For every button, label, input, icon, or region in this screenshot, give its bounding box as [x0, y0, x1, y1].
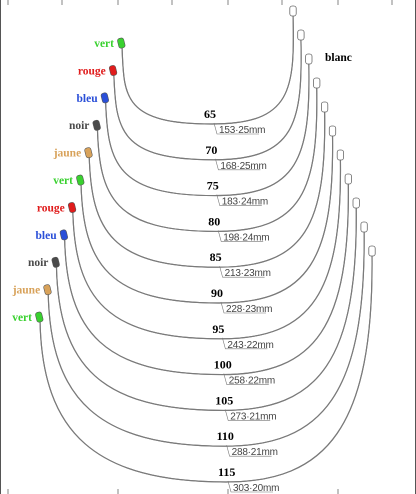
color-tip-cap	[84, 147, 93, 159]
underwire-105: noir 105 273·21mm	[28, 197, 360, 422]
color-label: vert	[94, 38, 114, 50]
length-leader	[216, 194, 262, 206]
wire-inner	[96, 85, 318, 232]
length-leader	[224, 409, 271, 421]
length-leader	[215, 158, 261, 171]
open-end-cap	[336, 149, 345, 161]
length-label: 213·23mm	[225, 268, 271, 279]
color-label: rouge	[78, 65, 106, 77]
color-label: vert	[53, 175, 73, 187]
length-leader	[226, 445, 272, 457]
length-leader	[217, 230, 264, 242]
length-label: 183·24mm	[222, 197, 268, 208]
color-tip-cap	[117, 37, 126, 49]
wire-inner	[105, 61, 310, 197]
length-label: 228·23mm	[226, 304, 272, 315]
size-label: 105	[215, 393, 233, 407]
underwire-115: vert 115 303·20mm	[12, 245, 376, 494]
length-label: 303·20mm	[233, 483, 279, 494]
length-label: 198·24mm	[223, 232, 269, 243]
wire-inner	[39, 253, 373, 483]
wire-inner	[64, 181, 349, 376]
length-label: 168·25mm	[220, 161, 266, 172]
size-label: 80	[208, 214, 220, 228]
top-edge-ticks	[7, 0, 393, 5]
color-label: rouge	[37, 202, 65, 214]
size-label: 75	[207, 179, 219, 193]
wire-inner	[88, 109, 326, 268]
size-label: 100	[214, 358, 232, 372]
size-label: 65	[204, 107, 216, 121]
color-tip-cap	[76, 174, 85, 186]
color-label: bleu	[36, 230, 58, 242]
length-leader	[227, 480, 273, 493]
color-tip-cap	[92, 119, 101, 131]
color-label: jaune	[12, 285, 40, 297]
size-label: 110	[217, 429, 234, 443]
length-label: 258·22mm	[229, 376, 275, 387]
wire-inner	[55, 205, 357, 411]
size-label: 70	[205, 143, 217, 157]
open-end-cap	[352, 197, 360, 209]
underwire-100: bleu 100 258·22mm	[36, 173, 352, 387]
color-tip-cap	[108, 65, 118, 76]
wire-outline	[55, 205, 357, 411]
color-label: bleu	[77, 93, 99, 105]
wire-inner	[80, 133, 334, 304]
length-label: 273·21mm	[230, 411, 276, 422]
open-end-cap	[289, 5, 297, 17]
open-end-cap	[297, 29, 305, 41]
length-leader	[220, 301, 266, 314]
length-leader	[222, 337, 268, 350]
open-end-cap	[313, 77, 321, 89]
wire-outline	[64, 181, 349, 376]
length-leader	[213, 122, 259, 135]
color-tip-cap	[67, 202, 77, 213]
color-tip-cap	[100, 92, 109, 104]
size-label: 115	[218, 465, 235, 479]
size-label: 95	[212, 322, 224, 336]
bottom-edge-ticks	[7, 489, 339, 494]
length-leader	[219, 266, 265, 278]
wire-inner	[72, 157, 341, 340]
wire-inner	[121, 13, 294, 125]
color-label: noir	[69, 120, 89, 132]
open-end-cap	[328, 125, 337, 137]
wire-outline	[113, 37, 302, 161]
open-end-cap	[344, 173, 352, 185]
color-label: vert	[12, 312, 32, 324]
blanc-label: blanc	[325, 52, 352, 64]
length-leader	[223, 373, 269, 385]
length-label: 243·22mm	[227, 340, 273, 351]
open-end-cap	[305, 53, 313, 65]
size-label: 90	[211, 286, 223, 300]
color-label: jaune	[53, 148, 81, 160]
wire-inner	[47, 229, 365, 447]
underwire-110: jaune 110 288·21mm	[12, 221, 368, 458]
size-label: 85	[210, 250, 222, 264]
wire-inner	[113, 37, 302, 161]
color-tip-cap	[51, 256, 60, 268]
length-label: 153·25mm	[219, 125, 265, 136]
wire-outline	[105, 61, 310, 197]
length-label: 288·21mm	[232, 447, 278, 458]
color-tip-cap	[43, 284, 52, 296]
color-tip-cap	[59, 229, 68, 241]
color-label: noir	[28, 257, 48, 269]
color-tip-cap	[35, 311, 44, 323]
open-end-cap	[320, 101, 329, 113]
open-end-cap	[368, 245, 376, 257]
open-end-cap	[360, 221, 368, 233]
